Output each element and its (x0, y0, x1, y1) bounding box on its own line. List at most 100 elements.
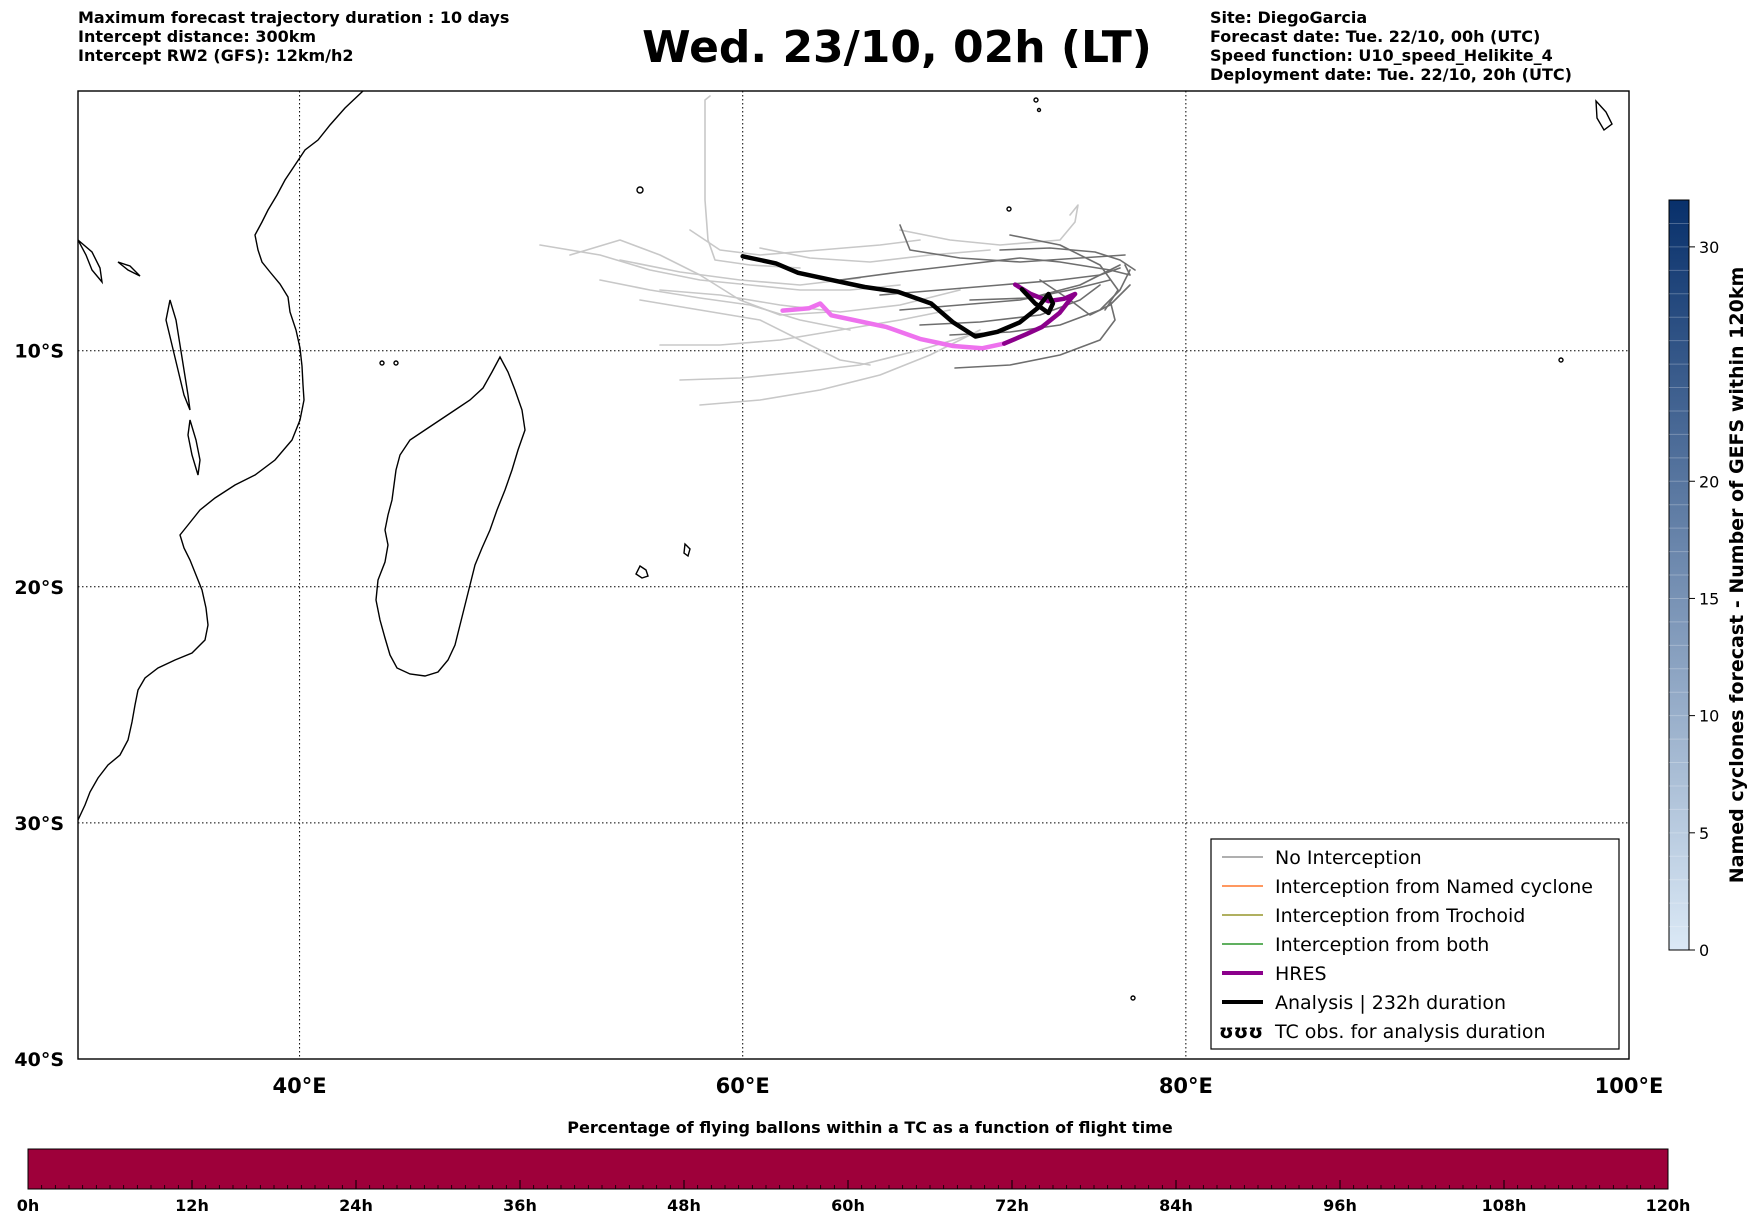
lon-tick-label: 100°E (1595, 1074, 1664, 1098)
colorbar-right: 0 5 10 15 20 30 Named cyclones forecast - Num… (1668, 199, 1748, 960)
header-forecast-date: Forecast date: Tue. 22/10, 00h (UTC) (1210, 27, 1541, 46)
colorbar-bottom-tick-label: 0h (17, 1196, 40, 1215)
header-intercept-rw2: Intercept RW2 (GFS): 12km/h2 (78, 46, 354, 65)
legend-label: TC obs. for analysis duration (1274, 1021, 1546, 1043)
colorbar-right-ticks: 0 5 10 15 20 30 (1689, 238, 1719, 960)
madagascar-coastline (375, 355, 526, 677)
colorbar-bottom-tick-label: 60h (831, 1196, 865, 1215)
header-speed-function: Speed function: U10_speed_Helikite_4 (1210, 46, 1553, 65)
colorbar-bottom-tick-label: 84h (1159, 1196, 1193, 1215)
coastlines (78, 91, 1613, 1001)
ensemble-track (539, 244, 901, 291)
ensemble-track (704, 95, 801, 269)
lon-tick-label: 80°E (1159, 1074, 1213, 1098)
ensemble-track (899, 279, 1111, 311)
ensemble-track (759, 247, 991, 263)
lat-tick-label: 40°S (14, 1049, 64, 1071)
latitude-labels: 10°S 20°S 30°S 40°S (14, 341, 64, 1071)
legend-label: Interception from Named cyclone (1275, 876, 1593, 898)
lat-tick-label: 20°S (14, 577, 64, 599)
legend: No Interception Interception from Named c… (1210, 838, 1620, 1050)
lon-tick-label: 40°E (273, 1074, 327, 1098)
colorbar-bottom-tick-label: 48h (667, 1196, 701, 1215)
ensemble-track (659, 309, 951, 346)
cocos-island (1558, 357, 1564, 363)
legend-label: Interception from Trochoid (1275, 905, 1525, 927)
lon-tick-label: 60°E (716, 1074, 770, 1098)
colorbar-bottom-tick-label: 108h (1482, 1196, 1527, 1215)
mayotte-island (393, 360, 399, 366)
lat-tick-label: 30°S (14, 813, 64, 835)
colorbar-tick-label: 20 (1699, 472, 1719, 491)
ensemble-light (539, 95, 1079, 406)
colorbar-tick-label: 15 (1699, 589, 1719, 608)
hres-track-early (780, 301, 1007, 351)
colorbar-bottom-ticks: 0h 12h 24h 36h 48h 60h 72h 84h 96h 108h 120h (17, 1180, 1691, 1215)
colorbar-tick-label: 0 (1699, 941, 1709, 960)
ensemble-track (1009, 234, 1119, 311)
mauritius-island (683, 542, 691, 558)
colorbar-right-bands (1669, 222, 1689, 928)
colorbar-tick-label: 30 (1699, 238, 1719, 257)
map-title: Wed. 23/10, 02h (LT) (642, 22, 1152, 73)
legend-box (1210, 838, 1620, 1050)
header-site: Site: DiegoGarcia (1210, 8, 1368, 27)
header-duration: Maximum forecast trajectory duration : 1… (78, 8, 510, 27)
ensemble-track (899, 224, 1126, 263)
colorbar-tick-label: 5 (1699, 824, 1709, 843)
colorbar-bottom-title: Percentage of flying ballons within a TC… (567, 1118, 1173, 1137)
analysis-track (740, 254, 1056, 339)
ensemble-track (619, 259, 861, 286)
legend-label: Analysis | 232h duration (1275, 992, 1506, 1014)
colorbar-right-bar (1668, 199, 1690, 951)
ensemble-track (679, 334, 971, 381)
legend-label: Interception from both (1275, 934, 1489, 956)
ensemble-track (699, 329, 981, 406)
header-intercept-distance: Intercept distance: 300km (78, 27, 317, 46)
ensemble-trajectories (539, 95, 1136, 406)
chagos-island (1006, 206, 1012, 212)
lake-malawi (187, 419, 201, 476)
lake-tanganyika (165, 299, 191, 411)
colorbar-bottom-tick-label: 12h (175, 1196, 209, 1215)
ensemble-track (639, 299, 871, 366)
legend-symbol: ʊʊʊ (1219, 1021, 1263, 1043)
colorbar-bottom-tick-label: 72h (995, 1196, 1029, 1215)
ensemble-track (599, 279, 851, 331)
legend-label: No Interception (1275, 847, 1422, 869)
header-deployment-date: Deployment date: Tue. 22/10, 20h (UTC) (1210, 65, 1572, 84)
map-frame (77, 90, 1630, 1060)
legend-label: HRES (1275, 963, 1327, 985)
ensemble-track (899, 204, 1079, 246)
highlighted-tracks (740, 254, 1078, 351)
header-right-info: Site: DiegoGarcia Forecast date: Tue. 22… (1210, 8, 1572, 84)
maldives-island (1033, 97, 1039, 103)
reunion-island (635, 564, 649, 579)
colorbar-bottom-tick-label: 96h (1323, 1196, 1357, 1215)
ensemble-track (919, 284, 1101, 326)
colorbar-bottom: Percentage of flying ballons within a TC… (17, 1118, 1691, 1215)
arabia-coastline (78, 239, 104, 285)
colorbar-right-label: Named cyclones forecast - Number of GEFS… (1726, 267, 1748, 884)
lat-tick-label: 10°S (14, 341, 64, 363)
ensemble-track (969, 264, 1121, 301)
sri-lanka-coastline (1595, 99, 1613, 132)
legend-items: No Interception Interception from Named c… (1219, 847, 1593, 1043)
colorbar-bottom-tick-label: 24h (339, 1196, 373, 1215)
socotra-coastline (117, 261, 141, 277)
longitude-labels: 40°E 60°E 80°E 100°E (273, 1074, 1664, 1098)
header-left-info: Maximum forecast trajectory duration : 1… (78, 8, 509, 65)
colorbar-bottom-tick-label: 120h (1646, 1196, 1691, 1215)
ensemble-track (689, 229, 921, 256)
seychelles-island (636, 186, 644, 194)
africa-coastline (78, 91, 364, 821)
ensemble-track (999, 247, 1136, 271)
laccadive-island (1036, 107, 1042, 113)
amsterdam-island (1130, 995, 1136, 1001)
hres-track (1001, 282, 1078, 346)
ensemble-dark (839, 224, 1136, 369)
ensemble-track (954, 299, 1116, 369)
comoros-island (379, 360, 385, 366)
ensemble-track (1039, 279, 1131, 316)
